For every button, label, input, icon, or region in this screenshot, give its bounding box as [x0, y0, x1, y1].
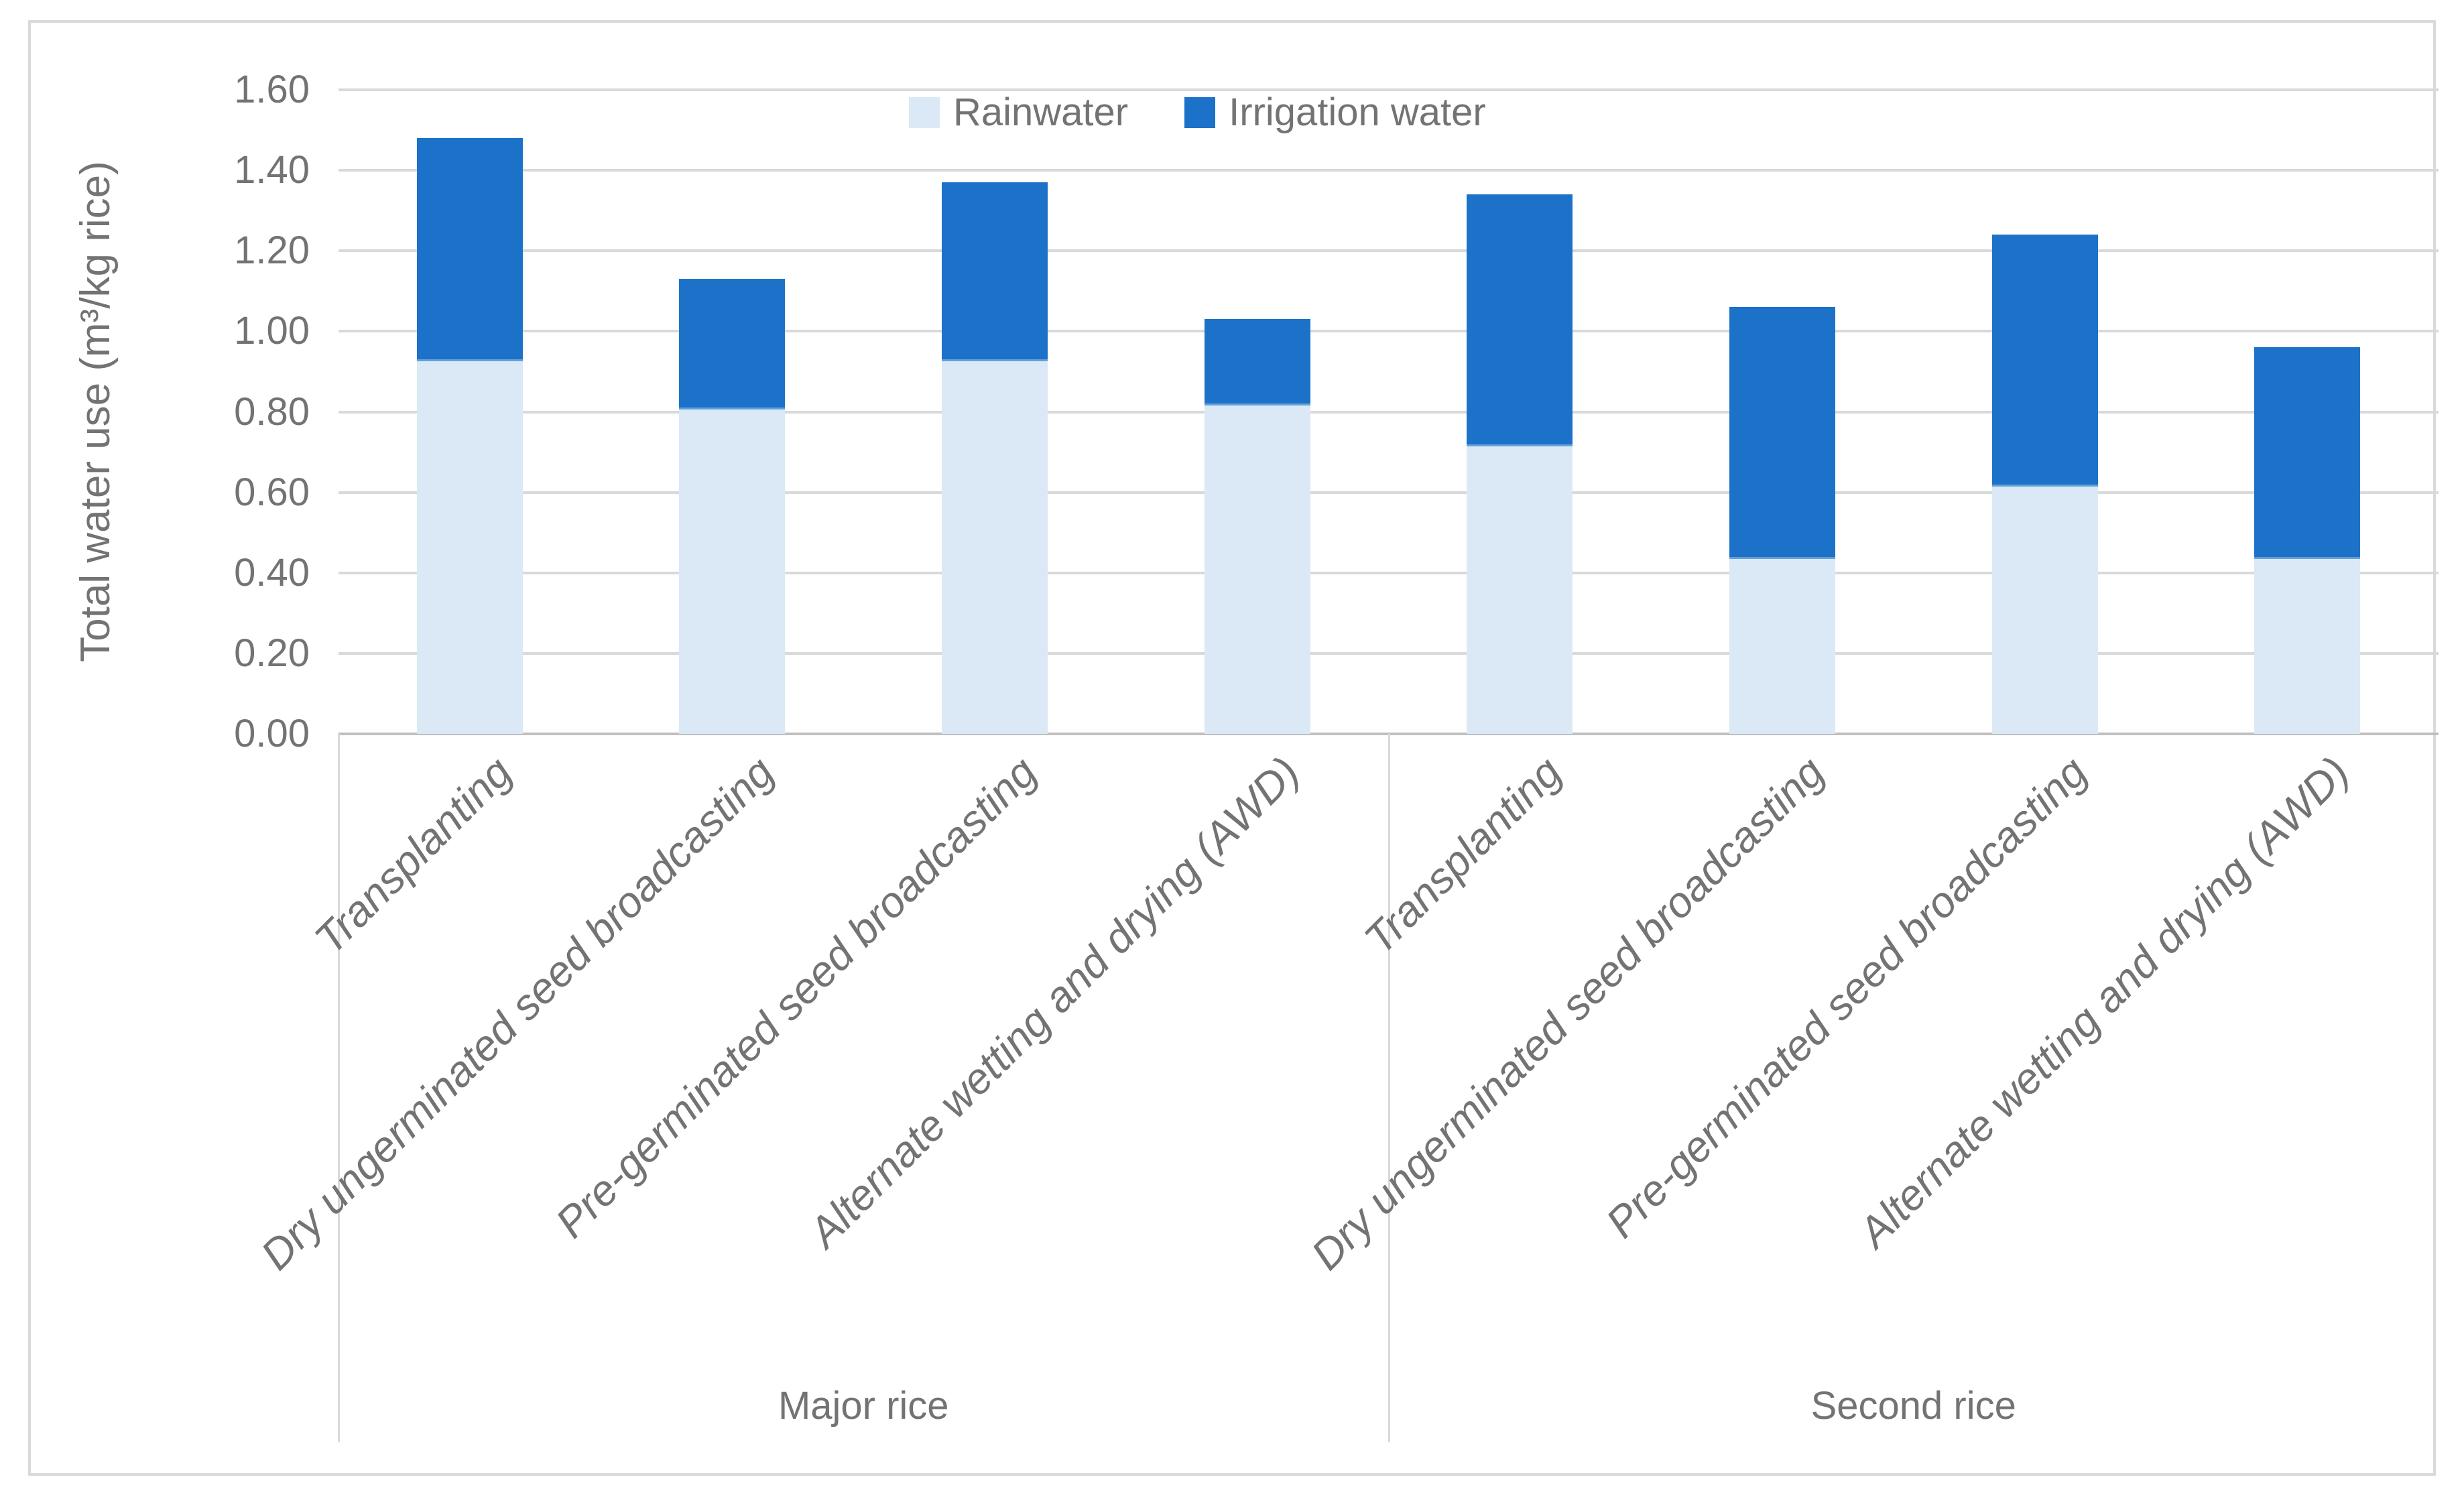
gridline	[338, 249, 2439, 253]
bar-segment-rainwater	[1467, 444, 1573, 734]
legend-label: Irrigation water	[1229, 90, 1486, 134]
y-axis-tick-label: 1.60	[234, 68, 310, 111]
gridline	[338, 169, 2439, 172]
bar-segment-irrigation-water	[679, 279, 786, 408]
gridline	[338, 410, 2439, 414]
bar-segment-irrigation-water	[1729, 307, 1835, 557]
y-axis-tick-label: 1.00	[234, 309, 310, 353]
bar-segment-rainwater	[1991, 484, 2098, 734]
legend-marker-rainwater	[909, 97, 940, 128]
axis-group-separator	[1388, 734, 1390, 1442]
bar-segment-irrigation-water	[416, 138, 523, 360]
gridline	[338, 571, 2439, 574]
bar-segment-rainwater	[2254, 556, 2361, 734]
legend-item: Irrigation water	[1184, 91, 1486, 134]
y-axis-tick-label: 1.40	[234, 148, 310, 192]
gridline	[338, 651, 2439, 655]
group-label: Second rice	[1810, 1384, 2016, 1428]
y-axis-tick-label: 0.80	[234, 389, 310, 434]
gridline	[338, 330, 2439, 333]
legend: Rainwater Irrigation water	[909, 91, 1486, 134]
bar-segment-rainwater	[1204, 403, 1310, 734]
bar-segment-rainwater	[416, 359, 523, 734]
bar-segment-irrigation-water	[942, 182, 1048, 360]
legend-label: Rainwater	[953, 90, 1129, 134]
bar-segment-rainwater	[942, 359, 1048, 734]
bar-segment-irrigation-water	[1467, 194, 1573, 444]
y-axis-tick-label: 0.20	[234, 631, 310, 675]
y-axis-tick-label: 0.60	[234, 470, 310, 514]
bar-segment-irrigation-water	[1991, 235, 2098, 485]
y-axis-title: Total water use (m³/kg rice)	[72, 161, 119, 662]
gridline	[338, 491, 2439, 494]
y-axis-tick-label: 1.20	[234, 229, 310, 273]
group-label: Major rice	[778, 1384, 949, 1428]
axis-group-separator	[338, 734, 340, 1442]
legend-marker-irrigation-water	[1184, 97, 1216, 128]
y-axis-tick-label: 0.00	[234, 712, 310, 755]
y-axis-tick-label: 0.40	[234, 550, 310, 594]
bar-segment-irrigation-water	[2254, 347, 2361, 557]
bar-segment-rainwater	[1729, 556, 1835, 734]
bar-segment-rainwater	[679, 407, 786, 734]
legend-item: Rainwater	[909, 91, 1128, 134]
bar-segment-irrigation-water	[1204, 319, 1310, 404]
gridline	[338, 88, 2439, 91]
